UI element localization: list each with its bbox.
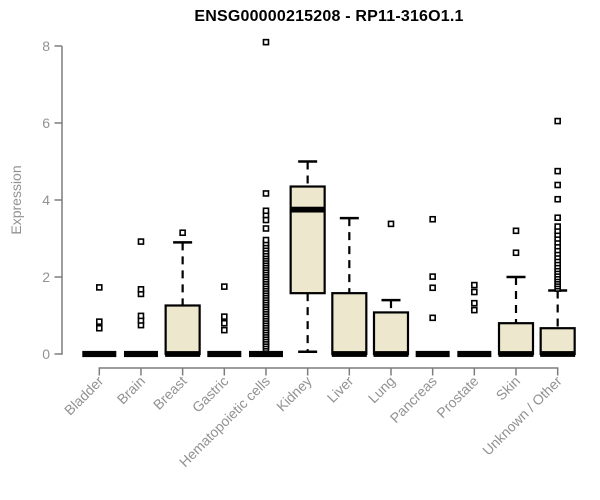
outlier-point <box>471 281 478 289</box>
x-tick-label-skin: Skin <box>493 373 524 404</box>
box-hematopoietic-cells <box>248 38 283 358</box>
outlier-point <box>221 326 228 334</box>
iqr-box <box>539 327 576 356</box>
outlier-point <box>429 284 436 292</box>
median-line <box>540 351 576 357</box>
box-gastric <box>207 283 242 358</box>
collapsed-box <box>207 350 242 358</box>
collapsed-box <box>82 350 117 358</box>
outlier-point <box>262 207 270 215</box>
box-skin <box>497 227 535 357</box>
outlier-point <box>429 215 436 223</box>
collapsed-box <box>457 350 492 358</box>
x-tick-label-bladder: Bladder <box>61 373 107 419</box>
box-brain <box>123 238 158 358</box>
outlier-point <box>471 306 478 314</box>
y-tick-label: 6 <box>42 115 50 131</box>
outlier-point <box>471 299 478 307</box>
outlier-point <box>96 324 103 332</box>
y-tick-label: 4 <box>42 192 50 208</box>
iqr-box <box>497 322 535 356</box>
x-tick-label-liver: Liver <box>324 373 357 406</box>
box-kidney <box>289 160 326 353</box>
outlier-point <box>554 181 561 189</box>
outlier-point <box>554 117 561 125</box>
outlier-point <box>96 318 103 325</box>
outlier-point <box>554 167 561 175</box>
outlier-point <box>262 38 270 46</box>
median-line <box>165 351 201 357</box>
iqr-box <box>289 185 326 295</box>
outlier-point <box>554 223 561 230</box>
median-line <box>373 351 409 357</box>
outlier-point <box>429 314 436 322</box>
outlier-point <box>179 229 186 237</box>
outlier-point <box>512 249 520 257</box>
box-prostate <box>457 281 492 358</box>
outlier-point <box>387 220 395 228</box>
outlier-point <box>512 227 520 235</box>
y-tick-label: 2 <box>42 269 50 285</box>
iqr-box <box>164 304 201 356</box>
box-liver <box>331 216 368 357</box>
iqr-box <box>331 292 368 356</box>
collapsed-box <box>415 350 450 358</box>
x-tick-label-kidney: Kidney <box>273 373 315 415</box>
outlier-point <box>221 313 228 320</box>
median-line <box>331 351 367 357</box>
outlier-point <box>262 236 270 244</box>
outlier-point <box>471 288 478 296</box>
outlier-point <box>429 273 436 280</box>
median-line <box>290 206 326 213</box>
iqr-box <box>372 311 410 356</box>
collapsed-box <box>248 350 283 358</box>
y-axis: 0 2 4 6 8 <box>42 38 63 362</box>
collapsed-box <box>123 350 158 358</box>
outlier-point <box>221 319 228 327</box>
box-lung <box>372 220 410 357</box>
outlier-point <box>137 238 145 245</box>
box-bladder <box>82 284 117 358</box>
outlier-point <box>554 214 561 222</box>
outlier-point <box>96 284 103 291</box>
box-unknown-other <box>539 117 576 357</box>
x-tick-label-breast: Breast <box>150 373 190 413</box>
box-pancreas <box>415 215 450 358</box>
chart-title: ENSG00000215208 - RP11-316O1.1 <box>194 8 464 25</box>
outlier-point <box>137 312 145 320</box>
x-tick-label-brain: Brain <box>114 373 148 407</box>
outlier-point <box>554 195 561 203</box>
outlier-point <box>221 283 228 290</box>
x-tick-label-prostate: Prostate <box>433 373 481 421</box>
x-tick-label-lung: Lung <box>365 373 398 406</box>
outlier-point <box>262 190 270 197</box>
y-tick-label: 0 <box>42 346 50 362</box>
median-line <box>498 351 534 357</box>
x-tick-label-unknown-other: Unknown / Other <box>479 373 565 459</box>
box-breast <box>164 229 201 357</box>
y-tick-label: 8 <box>42 38 50 54</box>
outlier-point <box>137 286 145 293</box>
outlier-point <box>262 225 270 232</box>
